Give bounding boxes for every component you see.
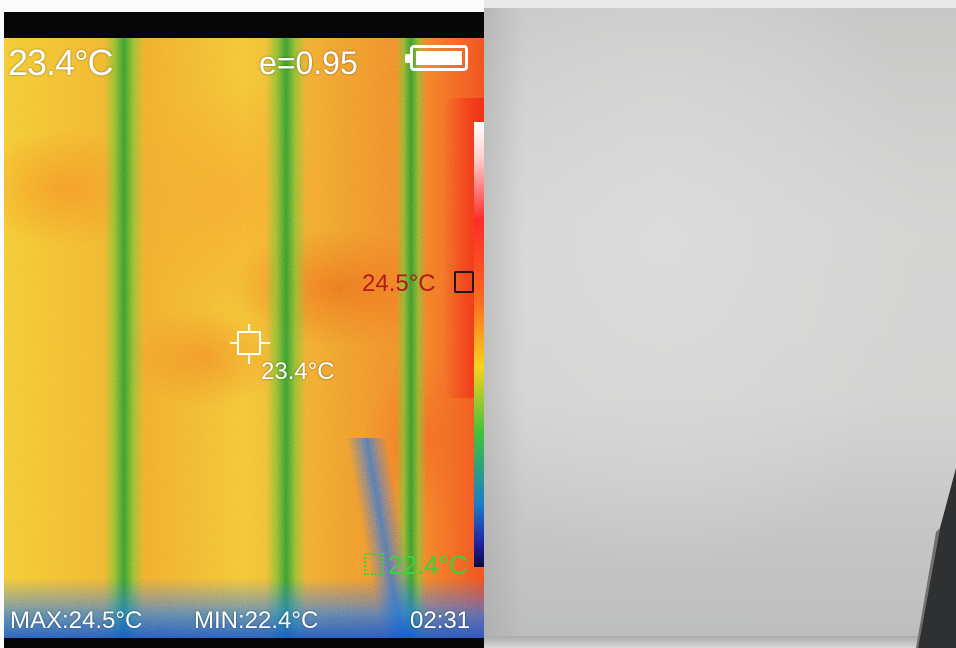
- cold-spot-marker-icon: [364, 553, 384, 575]
- thermal-heatmap: [4, 38, 484, 638]
- hot-spot-marker-icon: [454, 271, 474, 293]
- hot-spot-temperature-label: 24.5°C: [362, 270, 436, 297]
- thermal-camera-image: 23.4°C e=0.95 24.5°C 22.4°C 23.4°C MAX:2…: [0, 0, 484, 648]
- visible-light-photo: [484, 8, 956, 648]
- color-palette-scale: [474, 122, 484, 567]
- emissivity-readout: e=0.95: [259, 45, 358, 81]
- battery-full-icon: [405, 45, 468, 71]
- baseboard: [484, 636, 924, 648]
- thermal-noise-texture: [4, 38, 484, 638]
- door-frame-edge: [916, 468, 956, 648]
- painted-wall: [484, 8, 956, 648]
- footer-min-temperature: MIN:22.4°C: [194, 607, 319, 634]
- center-temperature-readout: 23.4°C: [8, 42, 113, 83]
- wall-shadow: [484, 8, 524, 648]
- spot-temperature-label: 23.4°C: [261, 358, 335, 385]
- battery-level-fill: [416, 51, 462, 65]
- footer-clock: 02:31: [410, 607, 471, 634]
- thermal-camera-screen: 23.4°C e=0.95 24.5°C 22.4°C 23.4°C MAX:2…: [4, 12, 484, 648]
- cold-spot-temperature-label: 22.4°C: [388, 550, 468, 580]
- crosshair-icon: [230, 324, 270, 364]
- footer-max-temperature: MAX:24.5°C: [10, 607, 143, 634]
